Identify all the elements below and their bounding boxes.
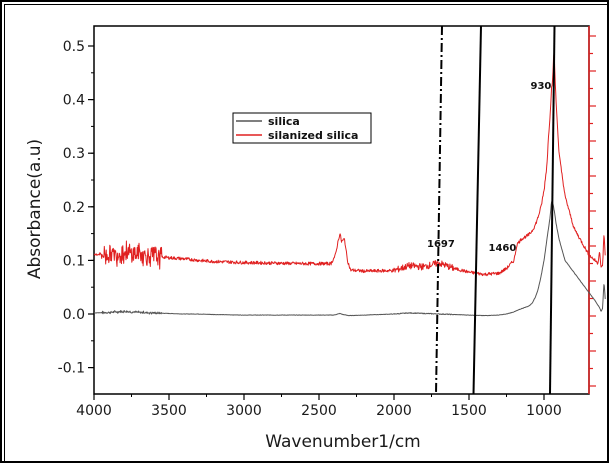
legend-label-silica: silica <box>268 115 300 128</box>
reference-lines <box>435 25 556 395</box>
inner-frame <box>4 4 609 463</box>
y-tick-label: 0.2 <box>63 200 85 216</box>
series-layer <box>93 53 606 317</box>
y-tick-label: 0.3 <box>63 146 85 162</box>
plot-area <box>93 25 590 395</box>
series-line-silica <box>94 201 606 317</box>
legend-label-silanized-silica: silanized silica <box>268 129 358 142</box>
y-tick-label: 0.4 <box>63 93 85 109</box>
reference-line-2 <box>472 25 482 395</box>
series-line-silanized-silica <box>93 53 606 277</box>
y-tick-label: 0.1 <box>63 253 85 269</box>
peak-annotation: 1460 <box>489 243 517 254</box>
x-tick-label: 4000 <box>76 403 112 419</box>
y-tick-label: 0.0 <box>63 307 85 323</box>
reference-line-3 <box>549 25 556 395</box>
x-tick-label: 1500 <box>451 403 487 419</box>
reference-line-1 <box>435 25 443 395</box>
y-tick-label: 0.5 <box>63 39 85 55</box>
legend: silica silanized silica <box>232 112 372 144</box>
x-tick-label: 2500 <box>301 403 337 419</box>
x-axis-ticks: 4000 3500 3000 2500 2000 1500 1000 <box>76 394 562 419</box>
x-axis-title: Wavenumber1/cm <box>265 432 420 452</box>
right-axis-ticks <box>589 35 596 387</box>
annotations: 1697 1460 930 <box>427 81 551 254</box>
x-tick-label: 3000 <box>226 403 262 419</box>
x-tick-label: 2000 <box>376 403 412 419</box>
y-tick-label: -0.1 <box>58 361 85 377</box>
x-tick-label: 1000 <box>526 403 562 419</box>
legend-box <box>232 112 372 144</box>
y-axis-title: Absorbance(a.u) <box>25 139 45 279</box>
y-axis-ticks: -0.1 0.0 0.1 0.2 0.3 0.4 0.5 <box>58 39 94 377</box>
x-tick-label: 3500 <box>151 403 187 419</box>
peak-annotation: 930 <box>531 81 552 92</box>
peak-annotation: 1697 <box>427 239 455 250</box>
